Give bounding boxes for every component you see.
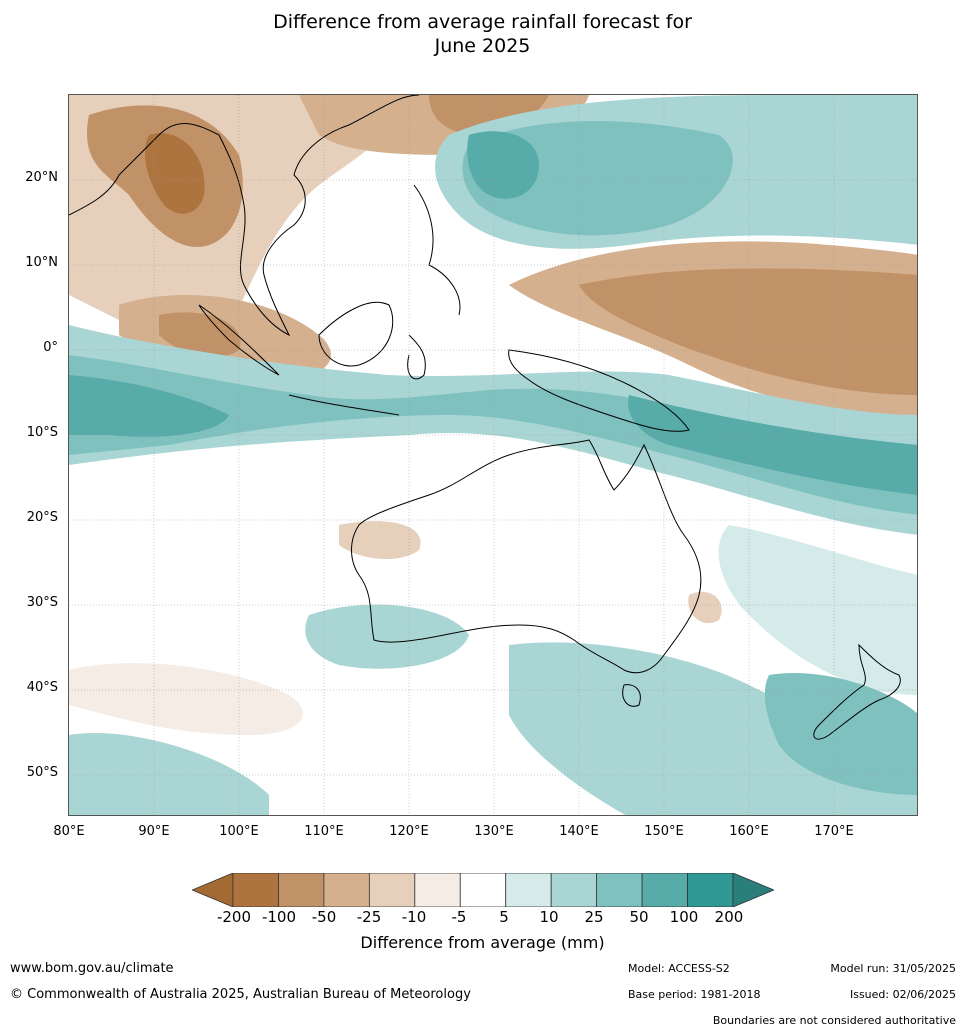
footer-disclaimer: Boundaries are not considered authoritat… bbox=[712, 1014, 956, 1027]
dry-region-tasman bbox=[688, 591, 722, 624]
colorbar-segment bbox=[550, 872, 598, 908]
lon-label-120e: 120°E bbox=[389, 824, 429, 839]
footer-model-run: Model run: 31/05/2025 bbox=[830, 962, 956, 975]
wet-region-philippines-core bbox=[467, 131, 539, 199]
lon-label-130e: 130°E bbox=[474, 824, 514, 839]
colorbar-tick: 50 bbox=[629, 908, 649, 926]
lon-label-140e: 140°E bbox=[559, 824, 599, 839]
coastline-tasmania bbox=[622, 684, 641, 707]
colorbar-tick: 200 bbox=[714, 908, 744, 926]
colorbar-tick: -100 bbox=[261, 908, 297, 926]
dry-region-indian-ocean-core bbox=[159, 312, 241, 358]
colorbar-tick: -200 bbox=[216, 908, 252, 926]
colorbar-tick: -5 bbox=[451, 908, 467, 926]
map-title-line1: Difference from average rainfall forecas… bbox=[273, 11, 692, 33]
dry-region-west-australia-coast bbox=[339, 521, 421, 560]
lon-label-80e: 80°E bbox=[53, 824, 85, 839]
wet-region-equatorial-mid bbox=[69, 355, 917, 515]
land-outlines bbox=[69, 95, 901, 740]
lat-label-10n: 10°N bbox=[25, 255, 58, 270]
lat-label-30s: 30°S bbox=[26, 595, 58, 610]
lat-label-0: 0° bbox=[43, 340, 58, 355]
colorbar-extend-high bbox=[732, 872, 776, 908]
colorbar-svg bbox=[190, 872, 776, 908]
map-title: Difference from average rainfall forecas… bbox=[0, 10, 965, 58]
lon-label-90e: 90°E bbox=[138, 824, 170, 839]
lon-label-110e: 110°E bbox=[304, 824, 344, 839]
lon-label-160e: 160°E bbox=[729, 824, 769, 839]
rainfall-map bbox=[68, 94, 918, 816]
colorbar-segment bbox=[414, 872, 461, 908]
coastline-sulawesi bbox=[407, 334, 426, 380]
coastline-borneo bbox=[318, 301, 394, 367]
coastline-mainland-asia bbox=[69, 95, 420, 337]
dry-region-south-china-core bbox=[429, 95, 549, 135]
dry-region-myanmar-core bbox=[144, 133, 205, 214]
colorbar-segment bbox=[368, 872, 416, 908]
coastline-java bbox=[288, 394, 400, 416]
dry-region-west-pacific-core bbox=[579, 268, 917, 395]
lat-label-50s: 50°S bbox=[26, 765, 58, 780]
coastline-new-guinea bbox=[508, 349, 690, 432]
wet-region-tasman-sea bbox=[718, 525, 917, 695]
colorbar-tick: -25 bbox=[356, 908, 382, 926]
coastline-australia bbox=[351, 439, 702, 674]
colorbar-segment bbox=[459, 872, 507, 908]
lon-label-170e: 170°E bbox=[814, 824, 854, 839]
colorbar-tick: -10 bbox=[401, 908, 427, 926]
rainfall-map-svg bbox=[69, 95, 917, 815]
graticule bbox=[69, 95, 917, 815]
colorbar-extend-low bbox=[190, 872, 234, 908]
dry-region-southern-ocean bbox=[69, 663, 304, 735]
lat-label-10s: 10°S bbox=[26, 425, 58, 440]
footer-copyright: © Commonwealth of Australia 2025, Austra… bbox=[10, 987, 471, 1002]
lat-label-20n: 20°N bbox=[25, 170, 58, 185]
colorbar-tick: 25 bbox=[584, 908, 604, 926]
colorbar-tick: 10 bbox=[539, 908, 559, 926]
wet-region-indian-ocean-core bbox=[69, 375, 229, 437]
wet-region-southern-ocean-west bbox=[69, 733, 269, 815]
colorbar bbox=[190, 872, 776, 908]
colorbar-segment bbox=[687, 872, 734, 908]
colorbar-segment bbox=[505, 872, 552, 908]
colorbar-label: Difference from average (mm) bbox=[360, 933, 605, 952]
wet-region-great-australian-bight-west bbox=[305, 604, 469, 669]
lat-label-20s: 20°S bbox=[26, 510, 58, 525]
lon-label-150e: 150°E bbox=[644, 824, 684, 839]
colorbar-tick: 100 bbox=[669, 908, 699, 926]
footer-website[interactable]: www.bom.gov.au/climate bbox=[10, 961, 174, 976]
dry-anomaly-regions bbox=[69, 95, 917, 735]
colorbar-segment bbox=[232, 872, 279, 908]
coastline-new-zealand bbox=[813, 643, 901, 740]
wet-anomaly-regions bbox=[69, 95, 917, 815]
colorbar-segment bbox=[641, 872, 688, 908]
colorbar-tick: -50 bbox=[311, 908, 337, 926]
lat-label-40s: 40°S bbox=[26, 680, 58, 695]
wet-region-new-zealand bbox=[764, 673, 917, 795]
wet-region-equatorial-band bbox=[69, 325, 917, 535]
footer-base-period: Base period: 1981-2018 bbox=[628, 988, 761, 1001]
footer-model: Model: ACCESS-S2 bbox=[628, 962, 730, 975]
footer-issued: Issued: 02/06/2025 bbox=[849, 988, 956, 1001]
colorbar-tick: 5 bbox=[499, 908, 509, 926]
lon-label-100e: 100°E bbox=[219, 824, 259, 839]
colorbar-segment bbox=[596, 872, 643, 908]
coastline-sumatra bbox=[198, 304, 280, 376]
map-title-line2: June 2025 bbox=[434, 35, 531, 57]
colorbar-segment bbox=[278, 872, 325, 908]
colorbar-segment bbox=[323, 872, 370, 908]
wet-region-coral-sea-core bbox=[628, 395, 917, 495]
